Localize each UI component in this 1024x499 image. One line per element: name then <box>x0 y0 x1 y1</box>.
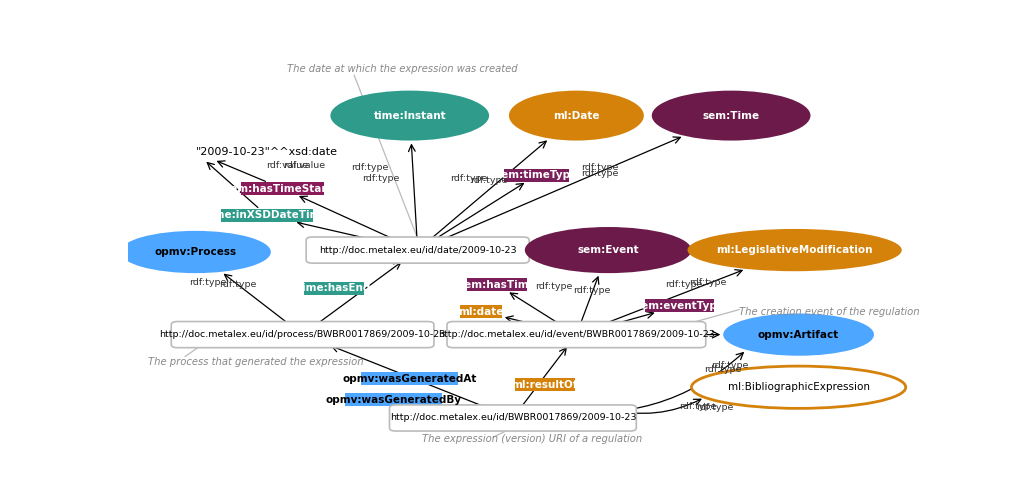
Text: rdf:type: rdf:type <box>219 280 257 289</box>
Text: The expression (version) URI of a regulation: The expression (version) URI of a regula… <box>422 435 642 445</box>
FancyBboxPatch shape <box>645 299 714 312</box>
Text: rdf:type: rdf:type <box>573 286 611 295</box>
Text: ml:date: ml:date <box>459 306 504 316</box>
FancyBboxPatch shape <box>361 372 458 385</box>
FancyBboxPatch shape <box>242 182 325 195</box>
FancyBboxPatch shape <box>345 393 442 407</box>
Text: rdf:type: rdf:type <box>451 175 487 184</box>
Text: rdf:type: rdf:type <box>680 402 717 411</box>
Text: http://doc.metalex.eu/id/BWBR0017869/2009-10-23: http://doc.metalex.eu/id/BWBR0017869/200… <box>390 414 636 423</box>
FancyBboxPatch shape <box>306 237 529 263</box>
Text: ml:Date: ml:Date <box>553 111 600 121</box>
Text: sem:hasTimeStamp: sem:hasTimeStamp <box>225 184 341 194</box>
Text: rdf:type: rdf:type <box>351 163 389 172</box>
Text: The creation event of the regulation: The creation event of the regulation <box>739 306 920 316</box>
FancyBboxPatch shape <box>447 321 706 348</box>
Text: The date at which the expression was created: The date at which the expression was cre… <box>287 64 517 74</box>
FancyBboxPatch shape <box>467 278 527 291</box>
FancyBboxPatch shape <box>304 282 365 295</box>
Text: rdf:type: rdf:type <box>536 282 572 291</box>
Text: time:inXSDDateTime: time:inXSDDateTime <box>206 211 329 221</box>
Text: opmv:wasGeneratedBy: opmv:wasGeneratedBy <box>326 395 462 405</box>
Ellipse shape <box>120 231 270 273</box>
Text: ml:LegislativeModification: ml:LegislativeModification <box>717 245 872 255</box>
Text: sem:timeType: sem:timeType <box>496 170 578 180</box>
Text: rdf:type: rdf:type <box>689 278 726 287</box>
Text: rdf:value: rdf:value <box>283 161 325 170</box>
Ellipse shape <box>691 366 905 408</box>
Text: ml:BibliographicExpression: ml:BibliographicExpression <box>728 382 869 392</box>
Text: opmv:Process: opmv:Process <box>155 247 237 257</box>
Text: time:Instant: time:Instant <box>374 111 446 121</box>
Text: "2009-10-23"^^xsd:date: "2009-10-23"^^xsd:date <box>196 147 338 157</box>
Text: time:hasEnd: time:hasEnd <box>298 283 371 293</box>
Text: rdf:type: rdf:type <box>470 177 508 186</box>
Text: opmv:Artifact: opmv:Artifact <box>758 330 840 340</box>
Text: opmv:wasGeneratedAt: opmv:wasGeneratedAt <box>343 374 477 384</box>
Text: rdf:type: rdf:type <box>696 403 734 412</box>
Text: http://doc.metalex.eu/id/date/2009-10-23: http://doc.metalex.eu/id/date/2009-10-23 <box>318 246 516 254</box>
Text: http://doc.metalex.eu/id/process/BWBR0017869/2009-10-23: http://doc.metalex.eu/id/process/BWBR001… <box>160 330 445 339</box>
Text: rdf:type: rdf:type <box>705 365 741 374</box>
Ellipse shape <box>509 91 644 141</box>
Text: sem:Event: sem:Event <box>578 245 639 255</box>
Text: http://doc.metalex.eu/id/event/BWBR0017869/2009-10-23: http://doc.metalex.eu/id/event/BWBR00178… <box>438 330 715 339</box>
Text: sem:hasTime: sem:hasTime <box>458 279 536 289</box>
Text: sem:eventType: sem:eventType <box>635 301 724 311</box>
Ellipse shape <box>331 91 489 141</box>
FancyBboxPatch shape <box>171 321 434 348</box>
Ellipse shape <box>652 91 811 141</box>
FancyBboxPatch shape <box>389 405 636 431</box>
Text: rdf:type: rdf:type <box>712 361 749 370</box>
Ellipse shape <box>723 313 874 356</box>
Text: sem:Time: sem:Time <box>702 111 760 121</box>
Ellipse shape <box>524 227 691 273</box>
Text: rdf:type: rdf:type <box>188 278 226 287</box>
FancyBboxPatch shape <box>505 169 569 182</box>
Text: The process that generated the expression: The process that generated the expressio… <box>147 356 364 366</box>
Text: rdf:type: rdf:type <box>361 175 399 184</box>
FancyBboxPatch shape <box>460 305 502 318</box>
FancyBboxPatch shape <box>221 209 313 222</box>
Ellipse shape <box>687 229 902 271</box>
Text: rdf:type: rdf:type <box>582 163 618 172</box>
FancyBboxPatch shape <box>515 378 574 391</box>
Text: rdf:value: rdf:value <box>265 161 308 170</box>
Text: rdf:type: rdf:type <box>582 169 618 178</box>
Text: ml:resultOf: ml:resultOf <box>511 380 578 390</box>
Text: rdf:type: rdf:type <box>665 280 702 289</box>
